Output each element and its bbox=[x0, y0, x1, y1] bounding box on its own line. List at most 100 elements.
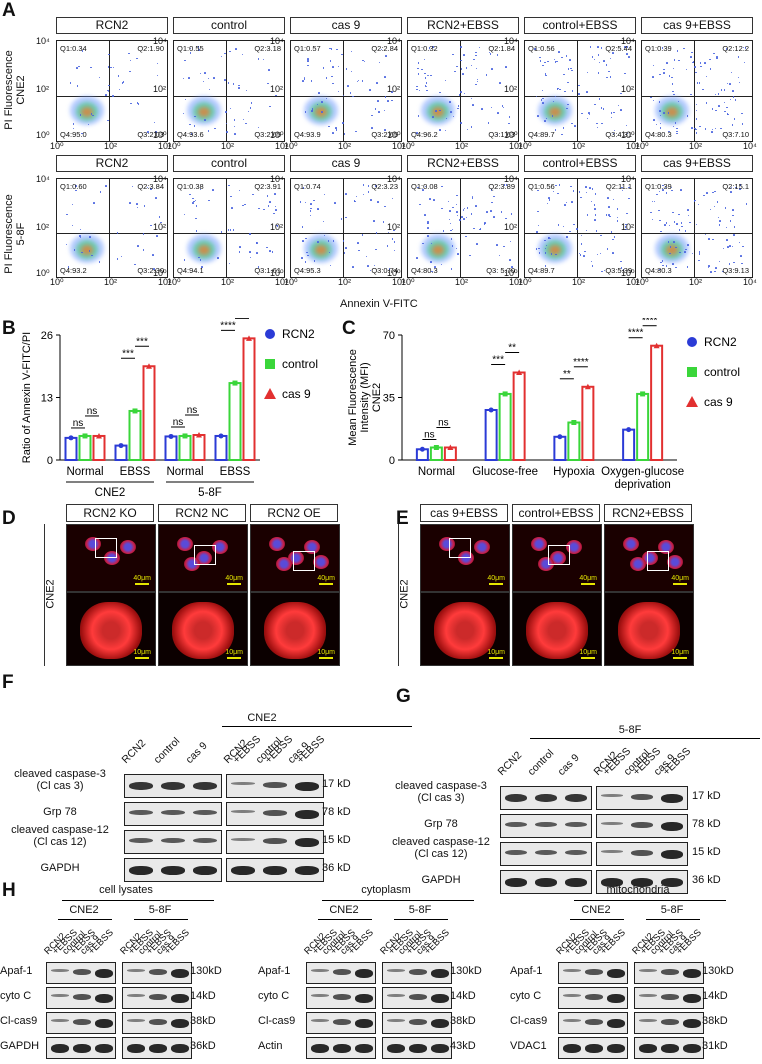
y-tick-label: 10² bbox=[621, 84, 635, 94]
bar bbox=[484, 409, 498, 461]
blot-strip bbox=[500, 786, 592, 810]
image-header: cas 9+EBSS bbox=[420, 504, 508, 522]
quadrant-q1: Q1:0.34 bbox=[60, 44, 87, 53]
fluorescence-image: 40μm bbox=[512, 524, 602, 592]
blot-strip bbox=[382, 987, 452, 1009]
category-label: deprivation bbox=[614, 479, 670, 491]
data-point bbox=[96, 432, 102, 439]
significance-label: *** bbox=[136, 336, 148, 347]
x-tick-label: 10² bbox=[572, 141, 586, 151]
quadrant-q4: Q4:93.2 bbox=[60, 266, 87, 275]
data-point bbox=[196, 432, 202, 438]
category-label: Normal bbox=[166, 466, 203, 478]
blot-row-label: Cl-cas9 bbox=[510, 1015, 548, 1027]
legend-marker bbox=[265, 359, 275, 369]
blot-strip bbox=[500, 814, 592, 838]
flow-plot: Q1:0.34 Q2:1.90 Q4:95.0 Q3:2.03 bbox=[56, 40, 168, 142]
x-tick-label: 10⁴ bbox=[626, 141, 640, 151]
bar bbox=[178, 434, 192, 462]
x-tick-label: 10⁴ bbox=[158, 141, 172, 151]
blot-row-label: Apaf-1 bbox=[510, 965, 543, 977]
quadrant-q4: Q4:93.9 bbox=[294, 130, 321, 139]
molecular-weight-label: 38kD bbox=[190, 1015, 216, 1027]
image-header: RCN2 NC bbox=[158, 504, 246, 522]
lane-label: control bbox=[525, 747, 557, 778]
x-tick-label: 10⁴ bbox=[509, 277, 523, 287]
category-label: EBSS bbox=[120, 466, 151, 478]
annexin-xlabel: Annexin V-FITC bbox=[340, 298, 418, 310]
quadrant-q1: Q1:0.39 bbox=[645, 44, 672, 53]
legend-label: RCN2 bbox=[282, 327, 315, 341]
data-point bbox=[419, 446, 425, 452]
category-label: Hypoxia bbox=[553, 466, 595, 478]
quadrant-q1: Q1:0.56 bbox=[528, 44, 555, 53]
flow-plot: Q1:0.55 Q2:3.18 Q4:93.6 Q3:2.65 bbox=[173, 40, 285, 142]
data-point bbox=[168, 433, 174, 439]
molecular-weight-label: 36 kD bbox=[322, 862, 351, 874]
x-tick-label: 10² bbox=[338, 141, 352, 151]
significance-label: ** bbox=[508, 343, 516, 354]
x-tick-label: 10⁴ bbox=[509, 141, 523, 151]
zoom-image: 10μm bbox=[250, 592, 340, 666]
blot-strip bbox=[226, 858, 324, 882]
x-tick-label: 10⁴ bbox=[743, 277, 757, 287]
quadrant-q2: Q2:3.23 bbox=[371, 182, 398, 191]
zoom-image: 10μm bbox=[158, 592, 248, 666]
flow-plot: Q1:0.38 Q2:3.91 Q4:94.1 Q3:1.61 bbox=[173, 178, 285, 278]
x-tick-label: 10⁰ bbox=[635, 141, 649, 151]
y-tick-label: 10⁴ bbox=[504, 36, 518, 46]
significance-label: **** bbox=[642, 318, 658, 327]
blot-strip bbox=[634, 1012, 704, 1034]
blot-strip bbox=[596, 814, 688, 838]
quadrant-q3: Q3:9.13 bbox=[722, 266, 749, 275]
molecular-weight-label: 43kD bbox=[450, 1040, 476, 1052]
blot-row-label: cyto C bbox=[510, 990, 542, 1002]
cell-line-label: 5-8F bbox=[408, 904, 432, 916]
blot-strip bbox=[46, 987, 116, 1009]
data-point bbox=[132, 408, 138, 414]
d-side-label: CNE2 bbox=[44, 579, 57, 609]
bar bbox=[92, 434, 106, 462]
legend-marker bbox=[265, 329, 275, 339]
quadrant-q2: Q2:12.2 bbox=[722, 44, 749, 53]
y-tick-label: 10² bbox=[153, 222, 167, 232]
quadrant-q3: Q3:2.65 bbox=[254, 130, 281, 139]
quadrant-q2: Q2:1.90 bbox=[137, 44, 164, 53]
x-tick-label: 10⁴ bbox=[158, 277, 172, 287]
x-tick-label: 10² bbox=[221, 277, 235, 287]
quadrant-q1: Q1:0.39 bbox=[645, 182, 672, 191]
fluorescence-image: 40μm bbox=[250, 524, 340, 592]
quadrant-q4: Q4:96.2 bbox=[411, 130, 438, 139]
legend-label: RCN2 bbox=[704, 335, 737, 349]
blot-strip bbox=[634, 987, 704, 1009]
x-tick-label: 10² bbox=[455, 277, 469, 287]
scale-bar-label: 40μm bbox=[317, 575, 335, 582]
data-point bbox=[557, 434, 563, 440]
group-header: cas 9+EBSS bbox=[641, 17, 753, 34]
blot-row-label: Cl-cas9 bbox=[258, 1015, 296, 1027]
y-axis-label: Intensity (MFI) bbox=[359, 362, 371, 432]
group-label: 5-8F bbox=[198, 487, 222, 499]
y-tick-label: 10⁰ bbox=[153, 268, 167, 278]
quadrant-q3: Q3:2.03 bbox=[137, 130, 164, 139]
category-label: EBSS bbox=[220, 466, 251, 478]
scale-bar-label: 10μm bbox=[671, 649, 689, 656]
quadrant-q4: Q4:94.1 bbox=[177, 266, 204, 275]
x-tick-label: 10⁰ bbox=[167, 141, 181, 151]
significance-label: ns bbox=[73, 418, 84, 429]
lane-label: RCN2 bbox=[495, 749, 525, 778]
blot-strip bbox=[124, 830, 222, 854]
group-header: control+EBSS bbox=[524, 17, 636, 34]
bar bbox=[553, 435, 567, 461]
category-label: Oxygen-glucose bbox=[601, 466, 684, 478]
y-tick-label: 10² bbox=[36, 84, 50, 94]
blot-strip bbox=[226, 774, 324, 798]
data-point bbox=[433, 445, 439, 450]
y-tick-label: 10⁰ bbox=[36, 268, 50, 278]
significance-label: ns bbox=[87, 406, 98, 417]
y-tick-label: 10⁰ bbox=[36, 130, 50, 140]
legend-label: control bbox=[282, 357, 318, 371]
y-tick-label: 10² bbox=[270, 84, 284, 94]
blot-row-label: cyto C bbox=[0, 990, 32, 1002]
